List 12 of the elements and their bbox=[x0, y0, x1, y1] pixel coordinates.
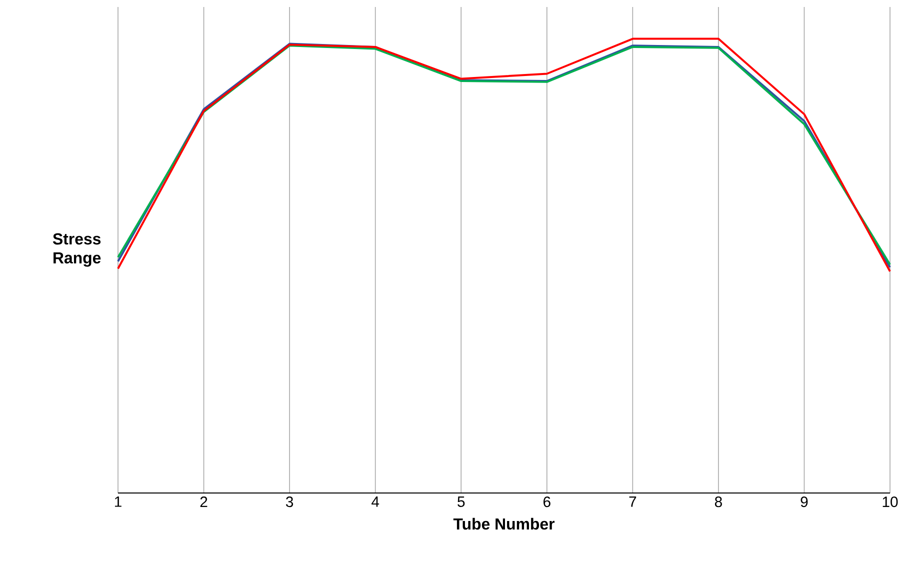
x-tick-label: 4 bbox=[372, 496, 380, 507]
y-axis-title: Stress Range bbox=[52, 233, 101, 267]
x-tick-label: 9 bbox=[800, 496, 808, 508]
x-tick-label: 10 bbox=[882, 496, 898, 508]
x-tick-label: 3 bbox=[286, 496, 294, 508]
x-tick-label: 5 bbox=[458, 496, 465, 507]
x-tick-label: 8 bbox=[714, 496, 722, 508]
x-axis-title: Tube Number bbox=[453, 518, 555, 530]
x-tick-label: 6 bbox=[544, 496, 550, 508]
x-tick-label: 7 bbox=[629, 496, 636, 507]
x-tick-label: 1 bbox=[114, 496, 122, 507]
x-tick-label: 2 bbox=[200, 496, 208, 507]
